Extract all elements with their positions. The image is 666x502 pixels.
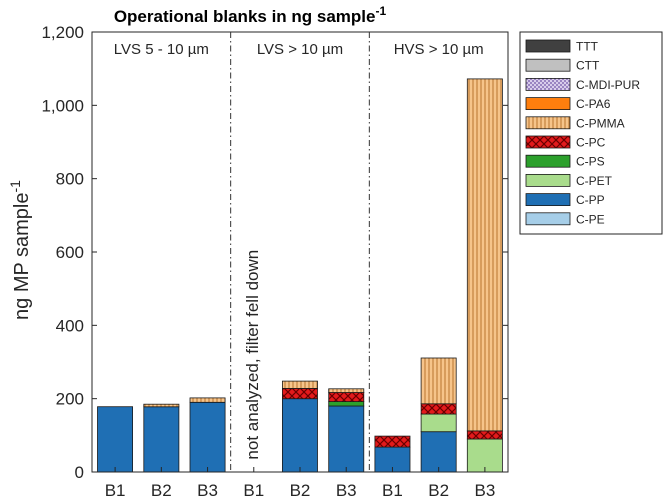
x-tick-label: B1 xyxy=(105,481,126,500)
bar-segment-c-pc xyxy=(466,430,503,440)
y-tick-label: 200 xyxy=(56,390,84,409)
y-tick-label: 1,200 xyxy=(41,23,84,42)
bar-segment-c-pmma xyxy=(420,357,457,405)
group-label: LVS 5 - 10 µm xyxy=(114,41,209,58)
legend-swatch-c-pe xyxy=(525,212,571,226)
bar-segment-c-pmma xyxy=(143,403,180,408)
legend-label-c-pe: C-PE xyxy=(576,212,605,226)
legend: TTT CTT C-MDI-PUR C-PA6 C-PMMA C-PC C-PS C-PET C… xyxy=(519,31,663,235)
legend-label-c-mdi-pur: C-MDI-PUR xyxy=(576,78,640,92)
bar-segment-c-pp xyxy=(281,398,318,473)
x-tick-label: B1 xyxy=(243,481,264,500)
bar-segment-c-pmma xyxy=(189,397,226,403)
bar-segment-c-pp xyxy=(97,406,133,473)
legend-swatch-c-ps xyxy=(525,154,571,168)
bar-segment-c-pet xyxy=(466,438,503,473)
chart-title: Operational blanks in ng sample-1 xyxy=(114,4,387,26)
legend-swatch-c-pp xyxy=(525,193,571,207)
legend-label-ctt: CTT xyxy=(576,59,600,73)
y-tick-label: 800 xyxy=(56,170,84,189)
x-tick-label: B1 xyxy=(382,481,403,500)
bar-segment-c-pp xyxy=(328,405,365,473)
legend-swatch-c-pmma xyxy=(525,116,571,130)
x-tick-label: B3 xyxy=(197,481,218,500)
bar-segment-c-pmma xyxy=(466,78,503,432)
bar-segment-c-pmma xyxy=(281,380,318,389)
x-tick-label: B3 xyxy=(336,481,357,500)
legend-label-c-ps: C-PS xyxy=(576,155,605,169)
bar-segment-c-pc xyxy=(281,387,318,400)
legend-label-c-pp: C-PP xyxy=(576,193,605,207)
legend-swatch-c-pc xyxy=(525,135,571,149)
bar-segment-c-pp xyxy=(189,401,226,473)
bar-segment-c-pc xyxy=(328,391,365,402)
x-tick-label: B2 xyxy=(290,481,311,500)
plot-area: 0 200 400 600 800 1,000 1,200 B1 B2 B3 B1 B2 B3 B1 B2 B… xyxy=(41,23,509,500)
y-axis-label: ng MP sample-1 xyxy=(7,180,33,320)
y-tick-label: 0 xyxy=(75,463,84,482)
bar-segment-c-pp xyxy=(143,406,180,473)
annotation-not-analyzed: not analyzed, filter fell down xyxy=(243,250,262,460)
x-tick-label: B3 xyxy=(474,481,495,500)
legend-label-c-pc: C-PC xyxy=(576,136,606,150)
bar-segment-c-pc xyxy=(374,435,411,448)
y-tick-label: 1,000 xyxy=(41,96,84,115)
bar-segment-c-pet xyxy=(420,413,457,433)
legend-swatch-ttt xyxy=(525,39,571,53)
y-tick-label: 400 xyxy=(56,316,84,335)
legend-swatch-ctt xyxy=(525,58,571,72)
y-tick-label: 600 xyxy=(56,243,84,262)
bar-segment-c-pp xyxy=(420,431,457,473)
legend-label-c-pet: C-PET xyxy=(576,174,613,188)
legend-label-c-pmma: C-PMMA xyxy=(576,116,625,130)
group-label: LVS > 10 µm xyxy=(257,41,343,58)
legend-label-c-pa6: C-PA6 xyxy=(576,97,611,111)
x-tick-label: B2 xyxy=(151,481,172,500)
legend-swatch-c-pet xyxy=(525,173,571,187)
legend-swatch-c-pa6 xyxy=(525,97,571,110)
bar-segment-c-pc xyxy=(420,403,457,415)
legend-label-ttt: TTT xyxy=(576,40,599,54)
bar-segment-c-pmma xyxy=(328,388,365,393)
group-label: HVS > 10 µm xyxy=(394,41,484,58)
x-tick-label: B2 xyxy=(428,481,449,500)
bar-segment-c-ps xyxy=(328,401,365,407)
legend-swatch-c-mdi-pur xyxy=(525,78,571,91)
